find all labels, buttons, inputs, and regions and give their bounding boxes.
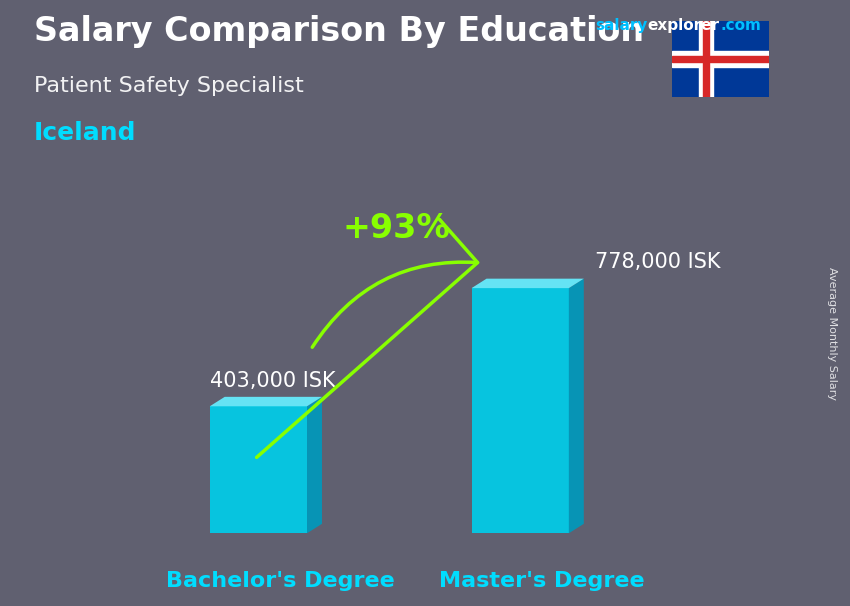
Text: Salary Comparison By Education: Salary Comparison By Education [34, 15, 644, 48]
Polygon shape [569, 279, 584, 533]
Bar [672, 56, 769, 62]
Text: explorer: explorer [648, 18, 720, 33]
Polygon shape [307, 397, 322, 533]
Text: +93%: +93% [343, 211, 450, 245]
Text: Average Monthly Salary: Average Monthly Salary [827, 267, 837, 400]
Text: .com: .com [721, 18, 762, 33]
Text: 778,000 ISK: 778,000 ISK [595, 252, 721, 272]
Polygon shape [210, 406, 307, 533]
Text: salary: salary [595, 18, 648, 33]
Text: Patient Safety Specialist: Patient Safety Specialist [34, 76, 303, 96]
Bar [700, 21, 713, 97]
Bar [703, 21, 709, 97]
Text: Master's Degree: Master's Degree [439, 571, 645, 591]
Text: Iceland: Iceland [34, 121, 137, 145]
Polygon shape [210, 397, 322, 406]
Bar [672, 51, 769, 67]
Text: 403,000 ISK: 403,000 ISK [210, 370, 336, 390]
Polygon shape [472, 279, 584, 288]
Text: Bachelor's Degree: Bachelor's Degree [166, 571, 395, 591]
Polygon shape [472, 288, 569, 533]
FancyArrowPatch shape [257, 42, 478, 458]
